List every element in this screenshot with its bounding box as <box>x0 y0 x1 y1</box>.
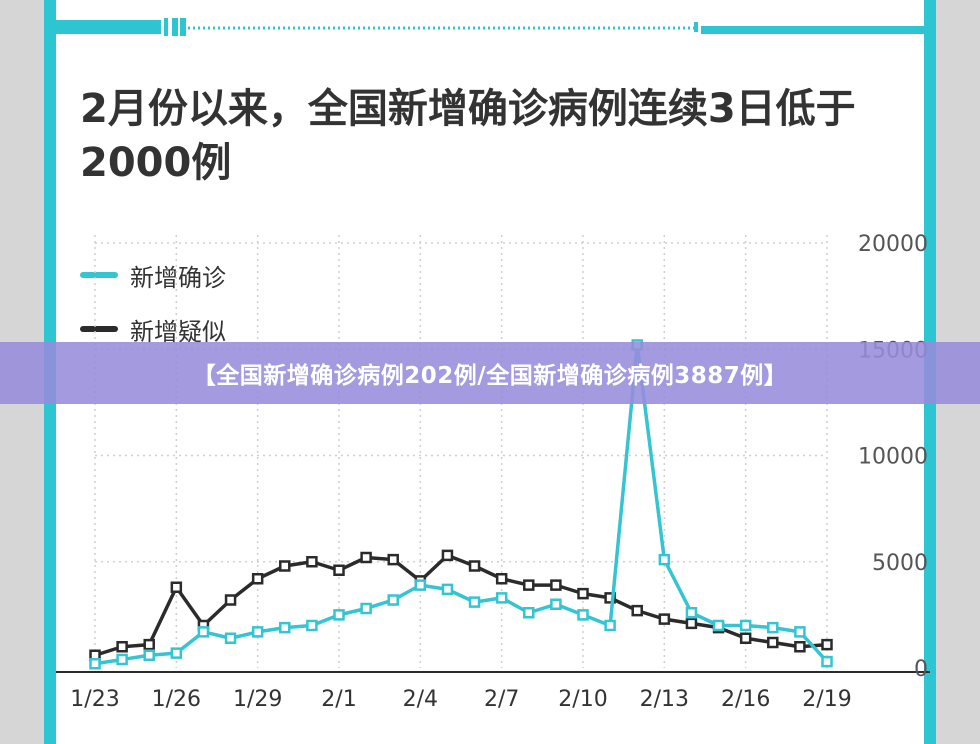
data-point-confirmed <box>604 619 616 632</box>
data-point-suspected <box>224 594 237 606</box>
data-point-suspected <box>251 573 264 585</box>
y-tick-label: 10000 <box>858 445 928 470</box>
data-point-confirmed <box>224 632 237 644</box>
data-point-suspected <box>468 560 481 572</box>
data-point-confirmed <box>116 653 128 666</box>
data-point-suspected <box>170 581 183 593</box>
x-tick-label: 1/23 <box>70 687 119 712</box>
data-point-confirmed <box>495 592 508 604</box>
data-point-suspected <box>577 587 589 600</box>
legend-item-confirmed: 新增确诊 <box>80 248 226 302</box>
data-point-suspected <box>794 641 806 653</box>
data-point-suspected <box>821 638 833 651</box>
legend-swatch-suspected <box>80 326 118 332</box>
data-point-confirmed <box>89 658 101 670</box>
data-point-suspected <box>739 632 752 644</box>
data-point-suspected <box>143 638 155 651</box>
data-point-confirmed <box>794 626 806 638</box>
data-point-confirmed <box>441 583 454 596</box>
legend-label-suspected: 新增疑似 <box>130 317 226 346</box>
data-point-confirmed <box>523 607 535 619</box>
data-point-confirmed <box>550 598 562 610</box>
data-point-suspected <box>604 592 616 604</box>
data-point-confirmed <box>143 649 155 661</box>
data-point-suspected <box>441 549 454 562</box>
data-point-suspected <box>685 617 698 630</box>
series-line-suspected <box>94 553 828 657</box>
data-point-confirmed <box>658 553 671 566</box>
data-point-suspected <box>550 579 562 591</box>
data-point-confirmed <box>279 621 291 634</box>
chart-title: 2月份以来，全国新增确诊病例连续3日低于2000例 <box>80 86 856 186</box>
banner-text: 【全国新增确诊病例202例/全国新增确诊病例3887例】 <box>192 363 788 389</box>
data-point-confirmed <box>685 607 698 619</box>
legend-swatch-confirmed <box>80 272 118 278</box>
data-point-suspected <box>658 613 671 625</box>
x-tick-label: 2/16 <box>721 687 770 712</box>
series-line-confirmed <box>94 343 829 666</box>
data-point-suspected <box>279 560 291 572</box>
data-point-confirmed <box>306 619 318 632</box>
y-tick-label: 20000 <box>858 232 928 257</box>
data-point-confirmed <box>170 647 183 659</box>
data-point-confirmed <box>712 619 725 632</box>
y-tick-label: 5000 <box>872 551 928 576</box>
y-tick-label: 0 <box>914 657 928 682</box>
data-point-suspected <box>116 641 128 653</box>
data-point-confirmed <box>333 609 345 621</box>
data-point-confirmed <box>414 579 427 591</box>
data-point-confirmed <box>767 621 779 634</box>
legend-item-suspected: 新增疑似 <box>80 302 226 356</box>
x-tick-label: 2/13 <box>640 687 689 712</box>
data-point-suspected <box>360 551 372 564</box>
data-point-confirmed <box>360 602 372 615</box>
data-point-suspected <box>333 564 345 576</box>
overlay-banner: 【全国新增确诊病例202例/全国新增确诊病例3887例】 <box>0 342 980 404</box>
legend-label-confirmed: 新增确诊 <box>130 263 226 292</box>
data-point-suspected <box>387 553 399 566</box>
data-point-confirmed <box>468 596 481 608</box>
x-tick-label: 1/29 <box>233 687 282 712</box>
data-point-confirmed <box>251 626 264 638</box>
x-tick-label: 2/10 <box>558 687 607 712</box>
data-point-suspected <box>523 579 535 591</box>
x-tick-label: 2/7 <box>484 687 519 712</box>
legend: 新增确诊 新增疑似 <box>80 248 226 356</box>
data-point-suspected <box>767 636 779 649</box>
x-tick-label: 2/19 <box>802 687 851 712</box>
x-tick-label: 2/1 <box>321 687 356 712</box>
data-point-confirmed <box>821 655 833 668</box>
x-tick-label: 2/4 <box>403 687 438 712</box>
data-point-confirmed <box>739 619 752 632</box>
data-point-suspected <box>306 556 318 568</box>
data-point-confirmed <box>387 594 399 606</box>
data-point-confirmed <box>197 626 210 638</box>
data-point-suspected <box>631 604 643 617</box>
x-tick-label: 1/26 <box>152 687 201 712</box>
data-point-suspected <box>495 573 508 585</box>
data-point-confirmed <box>577 609 589 621</box>
top-decoration <box>56 18 924 36</box>
